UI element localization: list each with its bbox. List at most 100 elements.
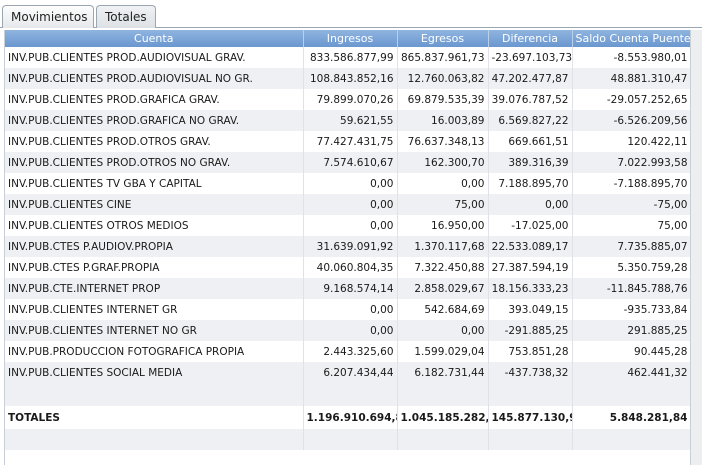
cell-diferencia: 39.076.787,52 (488, 89, 573, 110)
column-header-cuenta[interactable]: Cuenta (5, 30, 304, 47)
column-header-egresos[interactable]: Egresos (397, 30, 489, 47)
table-row[interactable]: INV.PUB.CLIENTES PROD.AUDIOVISUAL NO GR.… (5, 68, 692, 89)
cell-ingresos: 9.168.574,14 (303, 278, 398, 299)
cell-saldo-cuenta-puente: -8.553.980,01 (572, 47, 692, 68)
table-row[interactable]: INV.PUB.CLIENTES TV GBA Y CAPITAL 0,00 0,0… (5, 173, 692, 194)
tab-totales[interactable]: Totales (96, 5, 156, 28)
cell-saldo-cuenta-puente: -11.845.788,76 (572, 278, 692, 299)
cell-cuenta: INV.PUB.CLIENTES TV GBA Y CAPITAL (5, 173, 304, 194)
cell-saldo-cuenta-puente: 48.881.310,47 (572, 68, 692, 89)
empty-row (5, 383, 692, 406)
empty-row (5, 429, 692, 450)
cell-egresos: 0,00 (397, 173, 489, 194)
cell-cuenta: INV.PUB.CLIENTES PROD.AUDIOVISUAL GRAV. (5, 47, 304, 68)
vertical-scrollbar[interactable] (690, 30, 702, 465)
cell-diferencia: 669.661,51 (488, 131, 573, 152)
cell-diferencia: 753.851,28 (488, 341, 573, 362)
cell-saldo-cuenta-puente: -75,00 (572, 194, 692, 215)
cell-saldo-cuenta-puente: 7.735.885,07 (572, 236, 692, 257)
table-row[interactable]: INV.PUB.CLIENTES CINE 0,00 75,00 0,00 -75,00 (5, 194, 692, 215)
empty-cell (5, 429, 304, 450)
cell-saldo-cuenta-puente: 120.422,11 (572, 131, 692, 152)
cell-ingresos: 31.639.091,92 (303, 236, 398, 257)
cell-cuenta: INV.PUB.CLIENTES PROD.OTROS NO GRAV. (5, 152, 304, 173)
totals-cell-egresos: 1.045.185.282,06 (397, 406, 489, 429)
cell-cuenta: INV.PUB.CTES P.AUDIOV.PROPIA (5, 236, 304, 257)
tab-movimientos[interactable]: Movimientos (2, 5, 94, 28)
cell-saldo-cuenta-puente: -7.188.895,70 (572, 173, 692, 194)
cell-ingresos: 0,00 (303, 194, 398, 215)
cell-egresos: 75,00 (397, 194, 489, 215)
empty-cell (488, 383, 573, 406)
cell-ingresos: 2.443.325,60 (303, 341, 398, 362)
cell-egresos: 162.300,70 (397, 152, 489, 173)
cell-diferencia: -437.738,32 (488, 362, 573, 383)
empty-cell (572, 429, 692, 450)
cell-cuenta: INV.PUB.CTES P.GRAF.PROPIA (5, 257, 304, 278)
cell-egresos: 69.879.535,39 (397, 89, 489, 110)
cell-cuenta: INV.PUB.CLIENTES PROD.GRAFICA GRAV. (5, 89, 304, 110)
cell-egresos: 1.370.117,68 (397, 236, 489, 257)
table-row[interactable]: INV.PUB.CLIENTES PROD.OTROS NO GRAV. 7.57… (5, 152, 692, 173)
cell-egresos: 7.322.450,88 (397, 257, 489, 278)
table-row[interactable]: INV.PUB.CLIENTES PROD.GRAFICA GRAV. 79.89… (5, 89, 692, 110)
cell-saldo-cuenta-puente: -935.733,84 (572, 299, 692, 320)
cell-egresos: 1.599.029,04 (397, 341, 489, 362)
cell-diferencia: 27.387.594,19 (488, 257, 573, 278)
cell-ingresos: 40.060.804,35 (303, 257, 398, 278)
tab-bar: Movimientos Totales (0, 0, 702, 28)
column-header-ingresos[interactable]: Ingresos (303, 30, 398, 47)
cell-saldo-cuenta-puente: 291.885,25 (572, 320, 692, 341)
cell-diferencia: 7.188.895,70 (488, 173, 573, 194)
cell-diferencia: -23.697.103,73 (488, 47, 573, 68)
cell-ingresos: 59.621,55 (303, 110, 398, 131)
table-row[interactable]: INV.PUB.CLIENTES PROD.GRAFICA NO GRAV. 59… (5, 110, 692, 131)
cell-ingresos: 79.899.070,26 (303, 89, 398, 110)
cell-diferencia: 6.569.827,22 (488, 110, 573, 131)
cell-egresos: 76.637.348,13 (397, 131, 489, 152)
cell-egresos: 12.760.063,82 (397, 68, 489, 89)
cell-diferencia: 47.202.477,87 (488, 68, 573, 89)
cell-cuenta: INV.PUB.CLIENTES INTERNET GR (5, 299, 304, 320)
cell-egresos: 865.837.961,73 (397, 47, 489, 68)
table-row[interactable]: INV.PUB.CTE.INTERNET PROP 9.168.574,14 2.8… (5, 278, 692, 299)
cell-ingresos: 7.574.610,67 (303, 152, 398, 173)
table-row[interactable]: INV.PUB.CTES P.AUDIOV.PROPIA 31.639.091,9… (5, 236, 692, 257)
cell-diferencia: 0,00 (488, 194, 573, 215)
table-row[interactable]: INV.PUB.CLIENTES PROD.OTROS GRAV. 77.427.… (5, 131, 692, 152)
column-header-saldo-cuenta-puente[interactable]: Saldo Cuenta Puente (572, 30, 692, 47)
totals-cell-ingresos: 1.196.910.694,83 (303, 406, 398, 429)
header-row: Cuenta Ingresos Egresos Diferencia Saldo… (5, 30, 692, 47)
cell-diferencia: 18.156.333,23 (488, 278, 573, 299)
table-row[interactable]: INV.PUB.CLIENTES SOCIAL MEDIA 6.207.434,4… (5, 362, 692, 383)
cell-saldo-cuenta-puente: -29.057.252,65 (572, 89, 692, 110)
cell-ingresos: 0,00 (303, 299, 398, 320)
table-row[interactable]: INV.PUB.CLIENTES OTROS MEDIOS 0,00 16.950,… (5, 215, 692, 236)
table-row[interactable]: INV.PUB.CTES P.GRAF.PROPIA 40.060.804,35 7… (5, 257, 692, 278)
empty-cell (488, 429, 573, 450)
cell-cuenta: INV.PUB.CLIENTES PROD.OTROS GRAV. (5, 131, 304, 152)
cell-ingresos: 833.586.877,99 (303, 47, 398, 68)
totals-table: Cuenta Ingresos Egresos Diferencia Saldo… (5, 30, 692, 450)
totals-cell-diferencia: 145.877.130,93 (488, 406, 573, 429)
table-row[interactable]: INV.PUB.PRODUCCION FOTOGRAFICA PROPIA 2.4… (5, 341, 692, 362)
cell-saldo-cuenta-puente: 90.445,28 (572, 341, 692, 362)
cell-cuenta: INV.PUB.CTE.INTERNET PROP (5, 278, 304, 299)
cell-egresos: 2.858.029,67 (397, 278, 489, 299)
cell-ingresos: 0,00 (303, 215, 398, 236)
table-body: INV.PUB.CLIENTES PROD.AUDIOVISUAL GRAV. 8… (5, 47, 692, 450)
table-row[interactable]: INV.PUB.CLIENTES PROD.AUDIOVISUAL GRAV. 8… (5, 47, 692, 68)
totals-grid: Cuenta Ingresos Egresos Diferencia Saldo… (4, 30, 692, 465)
column-header-diferencia[interactable]: Diferencia (488, 30, 573, 47)
cell-saldo-cuenta-puente: 5.350.759,28 (572, 257, 692, 278)
table-row[interactable]: INV.PUB.CLIENTES INTERNET NO GR 0,00 0,00-… (5, 320, 692, 341)
table-row[interactable]: INV.PUB.CLIENTES INTERNET GR 0,00 542.684,… (5, 299, 692, 320)
totals-row: TOTALES1.196.910.694,831.045.185.282,061… (5, 406, 692, 429)
cell-cuenta: INV.PUB.CLIENTES CINE (5, 194, 304, 215)
cell-ingresos: 108.843.852,16 (303, 68, 398, 89)
empty-cell (572, 383, 692, 406)
cell-egresos: 542.684,69 (397, 299, 489, 320)
cell-egresos: 0,00 (397, 320, 489, 341)
cell-saldo-cuenta-puente: 7.022.993,58 (572, 152, 692, 173)
cell-cuenta: INV.PUB.PRODUCCION FOTOGRAFICA PROPIA (5, 341, 304, 362)
